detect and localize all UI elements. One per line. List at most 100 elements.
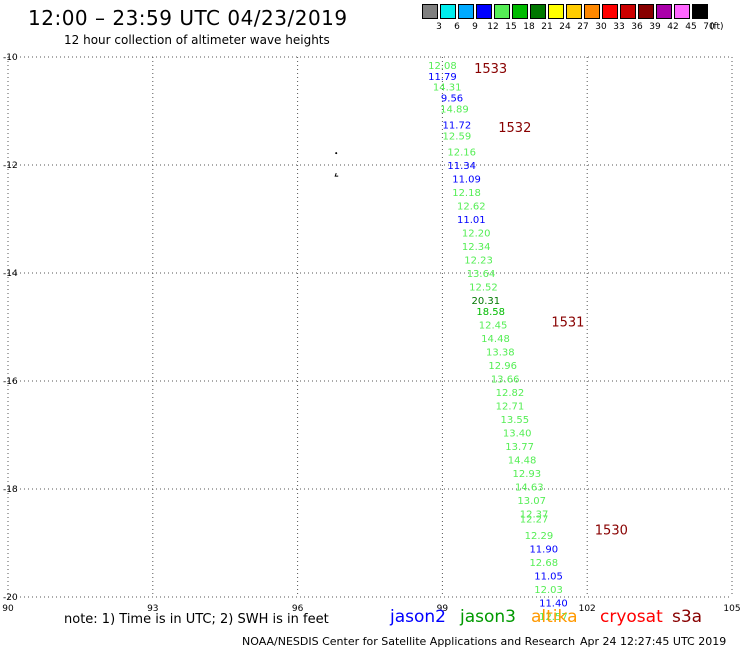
wave-height-value: 12.16 (447, 148, 476, 159)
legend-swatch (476, 4, 492, 19)
x-tick-label: 93 (147, 604, 158, 614)
legend-swatch (422, 4, 438, 19)
legend-bin-label: 18 (523, 22, 535, 32)
legend-swatch (602, 4, 618, 19)
legend-bin-label: 15 (505, 22, 517, 32)
wave-height-value: 14.48 (481, 334, 510, 345)
legend-swatch (548, 4, 564, 19)
legend-bin-label: 21 (541, 22, 553, 32)
legend-bin-label: 30 (595, 22, 607, 32)
wave-height-value: 12.23 (464, 256, 493, 267)
wave-height-value: 20.31 (472, 296, 501, 307)
wave-height-value: 14.89 (440, 104, 469, 115)
legend-swatch (512, 4, 528, 19)
y-tick-label: -10 (3, 53, 18, 63)
wave-height-value: 13.40 (503, 428, 532, 439)
legend-swatch (656, 4, 672, 19)
legend-bin-label: 42 (667, 22, 679, 32)
wave-height-value: 13.07 (517, 496, 546, 507)
wave-height-value: 12.18 (452, 188, 481, 199)
wave-height-value: 12.20 (462, 229, 491, 240)
mission-cryosat-label: cryosat (600, 607, 663, 627)
wave-height-value: 12.93 (513, 469, 542, 480)
legend-swatch (458, 4, 474, 19)
x-tick-label: 96 (292, 604, 304, 614)
legend-bin-label: 33 (613, 22, 625, 32)
legend-swatch (692, 4, 708, 19)
footer-credit: NOAA/NESDIS Center for Satellite Applica… (242, 635, 576, 648)
legend-bin-label: 39 (649, 22, 661, 32)
legend-bin-label: 24 (559, 22, 571, 32)
wave-height-value: 12.96 (488, 361, 517, 372)
wave-height-value: 13.77 (505, 442, 534, 453)
mission-s3a-label: s3a (672, 607, 703, 627)
wave-height-value: 14.48 (508, 455, 537, 466)
legend-unit-label: (ft) (710, 22, 724, 32)
legend-swatch (530, 4, 546, 19)
wave-height-value: 13.66 (491, 374, 520, 385)
legend-bin-label: 45 (685, 22, 697, 32)
wave-height-value: 11.09 (452, 175, 481, 186)
wave-height-value: 12.37 (520, 509, 549, 520)
wave-height-value: 12.08 (428, 61, 457, 72)
pass-time-label: 1533 (474, 62, 507, 77)
wave-height-value: 12.27 (520, 515, 549, 526)
wave-height-value: 18.58 (476, 307, 505, 318)
legend-swatch (440, 4, 456, 19)
pass-time-label: 1531 (551, 316, 584, 331)
wave-height-value: 9.56 (441, 94, 463, 105)
y-tick-label: -12 (3, 161, 18, 171)
wave-height-value: 12.57 (539, 612, 568, 623)
x-tick-label: 105 (723, 604, 740, 614)
wave-height-value: 11.72 (443, 121, 472, 132)
generated-timestamp: Apr 24 12:27:45 UTC 2019 (580, 635, 727, 648)
wave-height-value: 11.05 (534, 571, 563, 582)
note-text: note: 1) Time is in UTC; 2) SWH is in fe… (64, 612, 329, 627)
page-title: 12:00 – 23:59 UTC 04/23/2019 (28, 6, 348, 30)
wave-height-value: 11.79 (428, 72, 457, 83)
island-outline (334, 172, 339, 177)
y-tick-label: -16 (3, 377, 18, 387)
wave-height-value: 14.63 (515, 482, 544, 493)
x-tick-label: 90 (2, 604, 14, 614)
pass-time-label: 1530 (595, 524, 628, 539)
wave-height-value: 12.82 (496, 388, 525, 399)
y-tick-label: -14 (3, 269, 18, 279)
wave-height-value: 11.34 (447, 161, 476, 172)
legend-bin-label: 27 (577, 22, 589, 32)
wave-height-value: 12.29 (525, 531, 554, 542)
x-tick-label: 99 (437, 604, 449, 614)
mission-altika-label: altika (531, 607, 578, 627)
y-tick-label: -18 (3, 485, 18, 495)
wave-height-value: 13.55 (500, 415, 529, 426)
pass-time-label: 1532 (498, 121, 531, 136)
page-subtitle: 12 hour collection of altimeter wave hei… (64, 33, 330, 47)
legend-bin-label: 12 (487, 22, 499, 32)
legend-swatch (566, 4, 582, 19)
wave-height-value: 12.52 (469, 283, 498, 294)
wave-height-value: 12.68 (529, 558, 558, 569)
wave-height-value: 11.40 (539, 598, 568, 609)
legend-swatch (620, 4, 636, 19)
wave-height-value: 11.01 (457, 215, 486, 226)
wave-height-value: 12.03 (534, 585, 563, 596)
mission-jason3-label: jason3 (460, 607, 516, 627)
legend-bin-label: 70 (703, 22, 715, 32)
legend-swatch (494, 4, 510, 19)
legend-bin-label: 9 (472, 22, 478, 32)
wave-height-value: 12.45 (479, 320, 508, 331)
legend-swatch (638, 4, 654, 19)
wave-height-value: 12.34 (462, 242, 491, 253)
wave-height-value: 13.38 (486, 347, 515, 358)
wave-height-value: 13.64 (467, 269, 496, 280)
wave-height-value: 14.31 (433, 83, 462, 94)
legend-swatch (674, 4, 690, 19)
wave-height-value: 12.71 (496, 401, 525, 412)
legend-bin-label: 3 (436, 22, 442, 32)
legend-bin-label: 6 (454, 22, 460, 32)
wave-height-value: 11.90 (529, 544, 558, 555)
wave-height-value: 12.62 (457, 202, 486, 213)
wave-height-value: 12.59 (443, 131, 472, 142)
legend-bin-label: 36 (631, 22, 643, 32)
